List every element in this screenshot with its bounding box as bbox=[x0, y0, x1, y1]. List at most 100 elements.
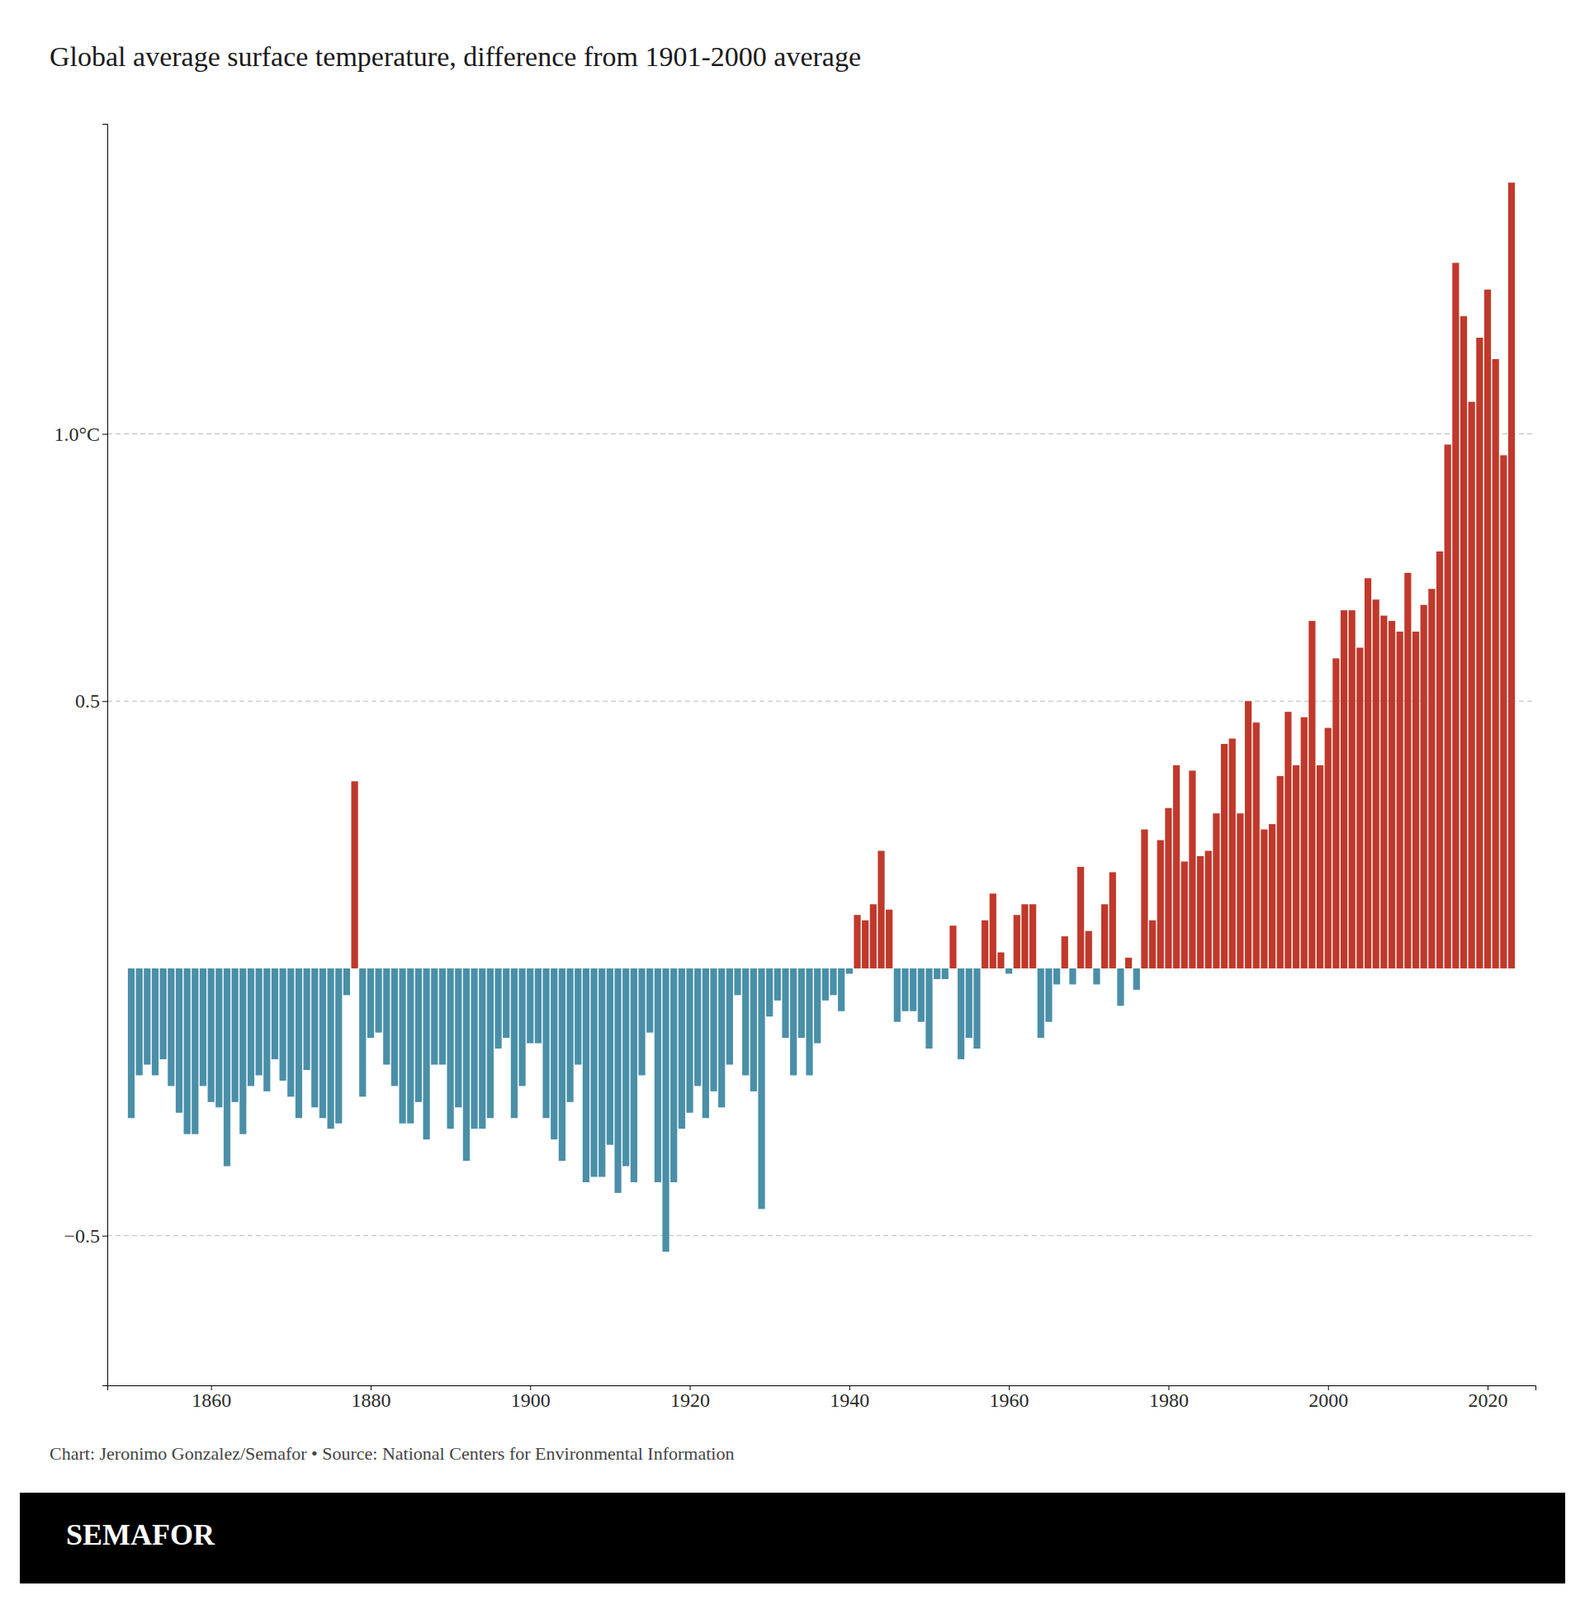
bar bbox=[351, 780, 359, 969]
bar bbox=[646, 968, 653, 1033]
bar bbox=[1101, 903, 1108, 969]
bar bbox=[757, 968, 765, 1209]
bar bbox=[415, 968, 422, 1103]
bar bbox=[184, 968, 191, 1135]
bar bbox=[1236, 813, 1244, 969]
bar bbox=[175, 968, 183, 1113]
bar bbox=[143, 968, 151, 1065]
bar bbox=[1125, 957, 1132, 969]
bar bbox=[566, 968, 573, 1103]
grid-line bbox=[107, 1234, 1536, 1236]
bar bbox=[127, 968, 135, 1118]
bar bbox=[598, 968, 606, 1178]
bar bbox=[973, 968, 980, 1049]
tick-label: 1960 bbox=[989, 1389, 1030, 1411]
bar bbox=[1149, 920, 1156, 969]
bar bbox=[550, 968, 558, 1140]
tick-label: −0.5 bbox=[63, 1225, 100, 1247]
bar bbox=[1412, 631, 1420, 969]
grid-line bbox=[107, 433, 1536, 435]
grid bbox=[107, 434, 1536, 1236]
bar bbox=[1116, 968, 1124, 1006]
bar bbox=[614, 968, 621, 1193]
bar bbox=[534, 968, 542, 1044]
bar bbox=[949, 925, 956, 969]
bar bbox=[303, 968, 311, 1070]
bar bbox=[383, 968, 390, 1065]
bar bbox=[255, 968, 263, 1075]
bar bbox=[718, 968, 725, 1108]
tick-mark bbox=[102, 700, 108, 702]
plot-area: 1.0°C0.5−0.51860188019001920194019601980… bbox=[53, 124, 1536, 1412]
axis-domain bbox=[102, 124, 109, 1387]
bar bbox=[686, 968, 693, 1113]
bar bbox=[1499, 454, 1507, 969]
bar bbox=[1197, 856, 1204, 969]
bar bbox=[630, 968, 638, 1183]
bar bbox=[917, 968, 925, 1022]
bar bbox=[590, 968, 597, 1178]
bar bbox=[1492, 359, 1500, 969]
bar bbox=[1140, 829, 1148, 969]
bar bbox=[287, 968, 294, 1097]
bar bbox=[1092, 968, 1100, 985]
bar bbox=[1077, 866, 1084, 969]
bar bbox=[1420, 605, 1428, 969]
bar bbox=[1109, 871, 1117, 969]
bar bbox=[853, 914, 861, 969]
tick-label: 2020 bbox=[1468, 1389, 1509, 1411]
bar bbox=[1045, 968, 1052, 1022]
bar bbox=[430, 968, 438, 1065]
bar bbox=[311, 968, 318, 1108]
bar bbox=[1013, 914, 1021, 969]
bar bbox=[1173, 765, 1180, 969]
x-tick: 1900 bbox=[510, 1385, 551, 1411]
bar bbox=[1340, 610, 1348, 969]
bar bbox=[279, 968, 287, 1081]
bar bbox=[223, 968, 231, 1167]
bar bbox=[1348, 610, 1356, 969]
bar bbox=[1460, 316, 1467, 969]
bar bbox=[1157, 840, 1164, 969]
bar bbox=[750, 968, 758, 1092]
bar bbox=[1388, 620, 1396, 969]
bar bbox=[709, 968, 717, 1092]
bar bbox=[1260, 829, 1268, 969]
bar bbox=[1205, 851, 1212, 969]
x-tick: 1960 bbox=[989, 1385, 1030, 1411]
bar bbox=[319, 968, 327, 1118]
bar bbox=[295, 968, 303, 1118]
bar bbox=[861, 920, 869, 969]
bar bbox=[1332, 657, 1339, 969]
bar bbox=[846, 968, 853, 974]
x-tick: 2000 bbox=[1308, 1385, 1349, 1411]
bar bbox=[478, 968, 486, 1129]
bar bbox=[1308, 620, 1316, 969]
bar bbox=[638, 968, 645, 1075]
bar bbox=[1396, 631, 1404, 969]
bar bbox=[1085, 931, 1093, 969]
bar bbox=[1372, 599, 1380, 969]
bar bbox=[1428, 588, 1435, 969]
x-tick: 2020 bbox=[1468, 1385, 1509, 1411]
bar bbox=[997, 952, 1004, 969]
bar bbox=[1476, 337, 1483, 969]
bar bbox=[1292, 765, 1300, 969]
bar bbox=[502, 968, 510, 1038]
bar bbox=[622, 968, 630, 1167]
x-axis: 186018801900192019401960198020002020 bbox=[108, 1385, 1537, 1411]
bar bbox=[965, 968, 973, 1038]
chart-title: Global average surface temperature, diff… bbox=[49, 41, 862, 72]
bar bbox=[470, 968, 478, 1129]
bar bbox=[1181, 861, 1188, 968]
bar bbox=[957, 968, 965, 1060]
bar bbox=[733, 968, 741, 995]
y-axis: 1.0°C0.5−0.5 bbox=[53, 124, 108, 1387]
bar bbox=[446, 968, 454, 1129]
bar bbox=[989, 893, 997, 969]
bar bbox=[1468, 402, 1476, 969]
tick-label: 1860 bbox=[191, 1389, 232, 1411]
bar bbox=[654, 968, 662, 1183]
bar bbox=[885, 909, 893, 969]
bar bbox=[813, 968, 821, 1044]
